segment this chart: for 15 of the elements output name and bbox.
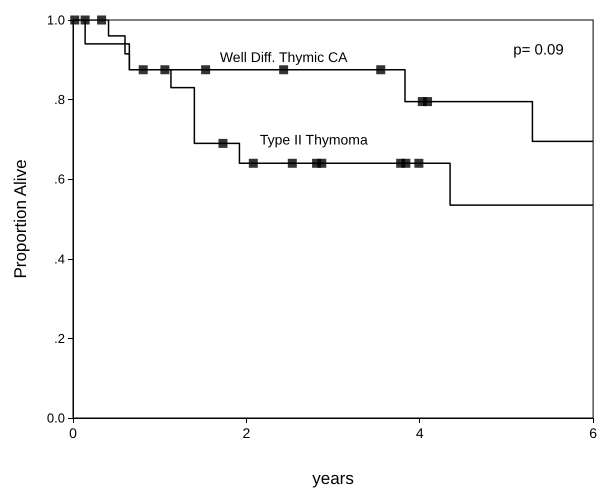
y-tick-label: .2 [54, 330, 65, 346]
x-tick-label: 4 [416, 425, 424, 441]
x-tick-label: 2 [242, 425, 250, 441]
y-axis-title: Proportion Alive [11, 159, 30, 279]
x-axis-title: years [312, 469, 354, 488]
y-tick-label: .4 [54, 251, 65, 266]
y-tick-label: .6 [54, 172, 65, 187]
annotation: Type II Thymoma [260, 131, 368, 148]
y-tick-label: 1.0 [46, 12, 65, 28]
y-tick-label: 0.0 [46, 410, 65, 426]
x-tick-label: 6 [589, 425, 598, 441]
annotation: Well Diff. Thymic CA [220, 48, 348, 65]
x-tick-label: 0 [69, 425, 78, 441]
annotation: p= 0.09 [513, 41, 564, 58]
y-tick-label: .8 [54, 92, 65, 108]
